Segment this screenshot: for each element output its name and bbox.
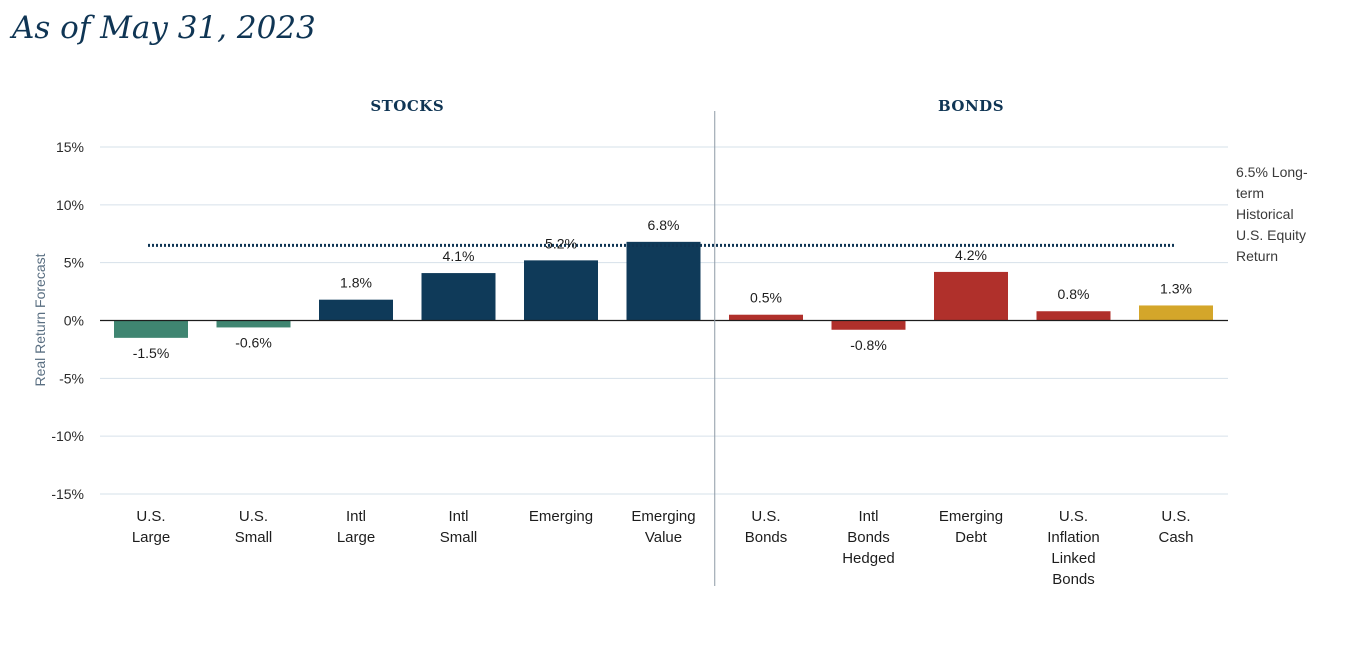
data-label: 0.8%: [1058, 286, 1090, 302]
data-label: 4.1%: [443, 248, 475, 264]
bar: [626, 241, 701, 321]
bar: [1139, 305, 1213, 321]
bars: [114, 241, 1213, 338]
page-title: As of May 31, 2023: [12, 10, 316, 46]
y-tick-label: 15%: [56, 139, 84, 155]
data-label: 1.3%: [1160, 280, 1192, 296]
y-axis-ticks: 15% 10% 5% 0% -5% -10% -15%: [51, 139, 84, 502]
category-label: Emerging Debt: [939, 508, 1003, 546]
category-label: U.S. Inflation Linked Bonds: [1047, 508, 1100, 588]
bar: [114, 320, 188, 338]
y-tick-label: -10%: [51, 428, 84, 444]
bar: [319, 299, 393, 321]
data-label: -0.6%: [235, 334, 272, 350]
y-tick-label: 0%: [64, 313, 84, 329]
bar: [524, 260, 598, 321]
category-label: U.S. Large: [132, 508, 170, 546]
data-label: -1.5%: [133, 345, 170, 361]
section-header: BONDS: [938, 97, 1004, 115]
category-label: Intl Small: [440, 508, 478, 546]
bar: [729, 314, 803, 321]
category-label: Intl Large: [337, 508, 375, 546]
reference-line-label: 6.5% Long-term Historical U.S. Equity Retur…: [1236, 164, 1308, 264]
category-labels: U.S. Large U.S. Small Intl Large Intl Small Emer…: [132, 508, 1194, 588]
bar: [421, 273, 496, 321]
data-labels: -1.5% -0.6% 1.8% 4.1% 5.2% 6.8% 0.5% -0.8% 4.2% 0…: [133, 217, 1192, 361]
data-label: 4.2%: [955, 247, 987, 263]
data-label: 0.5%: [750, 290, 782, 306]
reference-annotation: 6.5% Long-term Historical U.S. Equity Retur…: [1236, 164, 1308, 264]
y-tick-label: -5%: [59, 370, 84, 386]
bar: [216, 320, 291, 328]
category-label: Emerging Value: [631, 508, 695, 546]
y-tick-label: 10%: [56, 197, 84, 213]
category-label: U.S. Small: [235, 508, 273, 546]
category-label: Emerging: [529, 508, 593, 525]
category-label: U.S. Bonds: [745, 508, 788, 546]
bar: [934, 271, 1008, 321]
data-label: -0.8%: [850, 337, 887, 353]
bar: [1036, 311, 1111, 321]
section-header: STOCKS: [370, 97, 444, 115]
y-tick-label: -15%: [51, 486, 84, 502]
bar: [831, 320, 906, 330]
section-headers: STOCKS BONDS: [370, 97, 1004, 115]
category-label: U.S. Cash: [1158, 508, 1193, 546]
data-label: 1.8%: [340, 275, 372, 291]
y-tick-label: 5%: [64, 255, 84, 271]
y-axis-label: Real Return Forecast: [32, 253, 48, 386]
data-label: 5.2%: [545, 235, 577, 251]
category-label: Intl Bonds Hedged: [842, 508, 895, 567]
data-label: 6.8%: [648, 217, 680, 233]
